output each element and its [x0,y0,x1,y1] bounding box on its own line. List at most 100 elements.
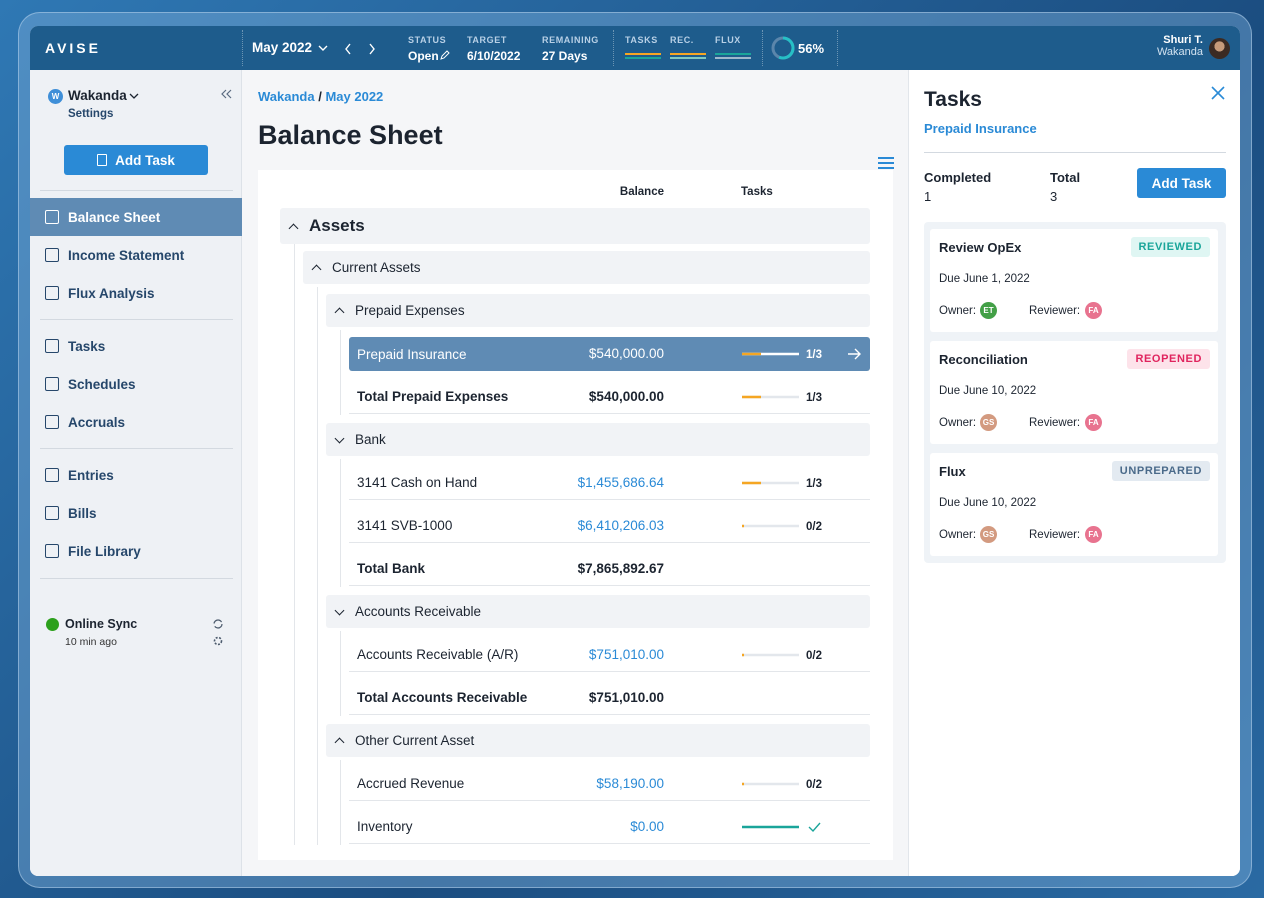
close[interactable] [1211,86,1225,100]
edit-icon[interactable] [440,50,450,60]
arrow [848,348,861,360]
status-badge: REOPENED [1127,349,1210,369]
add-task-button[interactable]: Add Task [1137,168,1226,198]
avatar[interactable] [1209,38,1230,59]
account-row[interactable]: Inventory [349,810,870,844]
chevron [334,307,345,318]
account-row[interactable]: Accrued Revenue [349,767,870,801]
add-task-button[interactable]: Add Task [64,145,208,175]
top-bar: AVISE May 2022 STATUS Open TARGET 6/10/2… [30,26,1240,70]
period[interactable]: May 2022 [252,40,313,55]
group-header[interactable]: Other Current Asset [326,724,870,757]
group-header[interactable]: Bank [326,423,870,456]
period-controls[interactable] [318,43,378,55]
task-count: 1/3 [806,349,822,361]
sync-actions[interactable] [212,618,224,648]
tasks-panel: Tasks Prepaid Insurance Completed 1 Tota… [908,70,1240,876]
progress-ring [771,36,795,60]
nav-icon [45,506,59,520]
balance: $6,410,206.03 [577,518,664,533]
balance: $751,010.00 [588,690,664,705]
task-name: Review OpEx [939,240,1022,255]
remaining-label: REMAINING [542,35,599,45]
nav-label: File Library [68,543,141,559]
nav-label: Bills [68,505,97,521]
user-org: Wakanda [1156,46,1203,58]
group-header[interactable]: Accounts Receivable [326,595,870,628]
org-name[interactable]: Wakanda [68,88,127,103]
account-name: 3141 SVB-1000 [357,518,453,533]
divider [40,319,233,320]
settings-link[interactable]: Settings [68,108,114,120]
account-name: Total Prepaid Expenses [357,389,509,404]
account-row[interactable]: 3141 SVB-1000 [349,509,870,543]
org-chevron[interactable] [129,92,139,100]
app: AVISE May 2022 STATUS Open TARGET 6/10/2… [30,26,1240,876]
nav-item[interactable]: Bills [30,494,242,532]
separator [242,30,243,66]
group-header[interactable]: Prepaid Expenses [326,294,870,327]
total-row: Total Accounts Receivable [349,681,870,715]
group-name: Accounts Receivable [355,604,482,619]
task-card[interactable]: Review OpEx REVIEWED Due June 1, 2022 Owner… [930,229,1218,332]
metric-bars [670,53,706,59]
task-card[interactable]: Reconciliation REOPENED Due June 10, 2022 O… [930,341,1218,444]
nav-icon [45,377,59,391]
account-row[interactable]: 3141 Cash on Hand [349,466,870,500]
separator [837,30,838,66]
owner-avatar: ET [980,302,997,319]
nav-item[interactable]: Accruals [30,403,242,441]
reviewer-label: Reviewer: [1029,305,1081,317]
nav-icon [45,339,59,353]
status-value[interactable]: Open [408,49,439,63]
nav-item[interactable]: Tasks [30,327,242,365]
target-value: 6/10/2022 [467,49,521,63]
account-name: Prepaid Insurance [357,346,467,362]
group-name: Assets [309,216,365,235]
menu-icon[interactable] [878,156,894,170]
nav-item[interactable]: Schedules [30,365,242,403]
crumb[interactable]: Wakanda [258,89,315,104]
task-progress: 0/2 [742,779,822,791]
target-label: TARGET [467,35,507,45]
nav-icon [45,210,59,224]
task-progress: 1/3 [742,348,861,361]
tree-line [340,330,341,415]
group-header[interactable]: Assets [280,208,870,244]
nav-icon [45,248,59,262]
nav-label: Flux Analysis [68,285,155,301]
nav-item[interactable]: File Library [30,532,242,570]
panel-subtitle[interactable]: Prepaid Insurance [924,121,1037,136]
org-icon: W [48,89,63,104]
balance: $1,455,686.64 [577,475,664,490]
separator [762,30,763,66]
metric-bars [715,53,751,59]
tree-line [317,287,318,845]
nav-item[interactable]: Balance Sheet [30,198,242,236]
account-name: Accrued Revenue [357,776,465,791]
chevron [311,264,322,275]
tree-line [340,459,341,587]
nav-label: Balance Sheet [68,209,161,225]
chevron [334,737,345,748]
nav-item[interactable]: Entries [30,456,242,494]
account-row[interactable]: Accounts Receivable (A/R) [349,638,870,672]
metric-label: TASKS [625,35,658,45]
metric-label: REC. [670,35,694,45]
divider [40,578,233,579]
status-badge: UNPREPARED [1111,461,1210,481]
group-header[interactable]: Current Assets [303,251,870,284]
reviewer-label: Reviewer: [1029,417,1081,429]
collapse[interactable] [221,89,233,99]
group-name: Other Current Asset [355,733,475,748]
crumb[interactable]: May 2022 [325,89,384,104]
nav-item[interactable]: Flux Analysis [30,274,242,312]
task-card[interactable]: Flux UNPREPARED Due June 10, 2022 Owner: GS R… [930,453,1218,556]
sidebar: W Wakanda Settings Add Task Online Sync … [30,70,242,876]
user[interactable]: Shuri T. Wakanda [1157,34,1203,58]
nav-item[interactable]: Income Statement [30,236,242,274]
reviewer-avatar: FA [1085,526,1102,543]
account-name: Total Accounts Receivable [357,690,528,705]
nav-label: Income Statement [68,247,185,263]
